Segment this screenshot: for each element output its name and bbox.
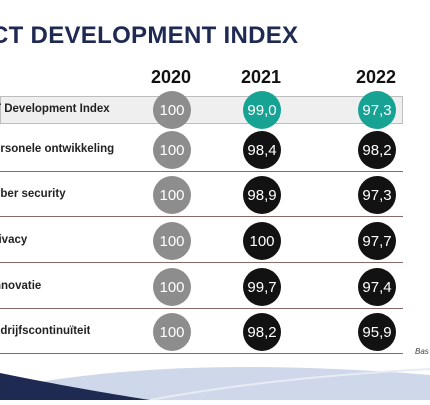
index-row: edrijfscontinuïteit 100 98,2 95,9 (0, 313, 430, 354)
value-circle-2020: 100 (153, 176, 191, 214)
highlight-band (0, 96, 403, 124)
value-circle-2021: 98,4 (243, 131, 281, 169)
value-circle-2020: 100 (153, 91, 191, 129)
row-label: yber security (0, 188, 66, 200)
value-circle-2022: 97,3 (358, 91, 396, 129)
footer-wave (0, 355, 430, 401)
row-label: ersonele ontwikkeling (0, 143, 115, 155)
page-title: CT DEVELOPMENT INDEX (0, 22, 299, 49)
row-label: T Development Index (0, 103, 110, 115)
index-row: rivacy 100 100 97,7 (0, 222, 430, 263)
row-label: rivacy (0, 234, 28, 246)
row-label: nnovatie (0, 280, 42, 292)
row-divider (0, 353, 403, 354)
value-circle-2021: 99,0 (243, 91, 281, 129)
value-circle-2020: 100 (153, 222, 191, 260)
row-divider (0, 262, 403, 263)
value-circle-2020: 100 (153, 131, 191, 169)
value-circle-2021: 100 (243, 222, 281, 260)
index-row: ersonele ontwikkeling 100 98,4 98,2 (0, 131, 430, 172)
footer-wave-graphic (0, 366, 430, 401)
value-circle-2022: 97,3 (358, 176, 396, 214)
row-divider (0, 171, 403, 172)
index-row-overall: T Development Index 100 99,0 97,3 (0, 91, 430, 129)
value-circle-2020: 100 (153, 268, 191, 306)
value-circle-2022: 97,4 (358, 268, 396, 306)
footer-wave-line (149, 368, 430, 401)
value-circle-2020: 100 (153, 313, 191, 351)
index-row: nnovatie 100 99,7 97,4 (0, 268, 430, 309)
value-circle-2022: 98,2 (358, 131, 396, 169)
value-circle-2022: 97,7 (358, 222, 396, 260)
year-header-2020: 2020 (150, 67, 192, 87)
row-label: edrijfscontinuïteit (0, 325, 91, 337)
value-circle-2021: 99,7 (243, 268, 281, 306)
row-divider (0, 308, 403, 309)
year-header-2021: 2021 (240, 67, 282, 87)
index-row: yber security 100 98,9 97,3 (0, 176, 430, 217)
source-note: Bas (415, 347, 429, 356)
footer-wave-light (0, 366, 430, 400)
row-divider (0, 216, 403, 217)
value-circle-2022: 95,9 (358, 313, 396, 351)
footer-wave-dark (0, 373, 150, 400)
value-circle-2021: 98,2 (243, 313, 281, 351)
year-header-2022: 2022 (355, 67, 397, 87)
value-circle-2021: 98,9 (243, 176, 281, 214)
